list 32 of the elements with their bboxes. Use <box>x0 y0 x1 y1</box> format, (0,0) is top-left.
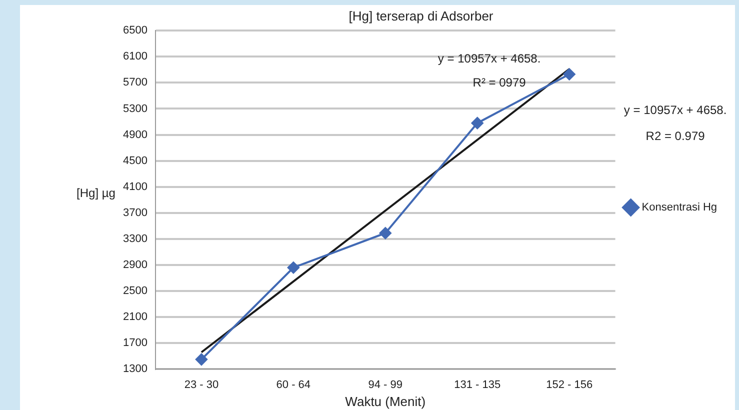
x-axis-title: Waktu (Menit) <box>345 394 426 409</box>
y-tick-label: 6500 <box>122 24 148 37</box>
y-axis-title: [Hg] µg <box>76 186 116 200</box>
point <box>287 262 300 274</box>
y-tick-label: 2100 <box>122 311 148 324</box>
y-tick-label: 3700 <box>122 206 148 219</box>
x-tick-label: 60 - 64 <box>276 378 311 391</box>
annotation: y = 10957x + 4658. <box>438 51 541 66</box>
y-tick-label: 3300 <box>122 233 148 245</box>
x-tick-label: 152 - 156 <box>546 378 593 391</box>
y-tick-label: 5700 <box>122 76 148 89</box>
text: y = 10957x + 4658. <box>624 102 727 117</box>
y-tick-label: 1700 <box>122 337 148 350</box>
point <box>471 117 484 130</box>
y-tick-label: 4100 <box>122 180 148 193</box>
y-tick-label: 5300 <box>122 102 148 115</box>
y-tick-label: 1300 <box>122 363 148 376</box>
text: R2 = 0.979 <box>646 128 706 143</box>
legend-label: Konsentrasi Hg <box>642 202 718 214</box>
point <box>195 353 208 366</box>
x-tick-label: 23 - 30 <box>184 378 219 391</box>
y-tick-label: 2900 <box>122 259 148 272</box>
x-tick-label: 131 - 135 <box>454 378 501 391</box>
y-tick-label: 4500 <box>122 154 148 167</box>
annotation: R² = 0979 <box>472 75 526 90</box>
point <box>379 227 392 240</box>
point <box>563 68 576 80</box>
y-tick-label: 4900 <box>122 128 148 141</box>
y-tick-label: 2500 <box>122 285 148 298</box>
chart-title: [Hg] terserap di Adsorber <box>348 8 494 24</box>
x-tick-label: 94 - 99 <box>368 378 403 391</box>
y-tick-label: 6100 <box>122 50 148 63</box>
